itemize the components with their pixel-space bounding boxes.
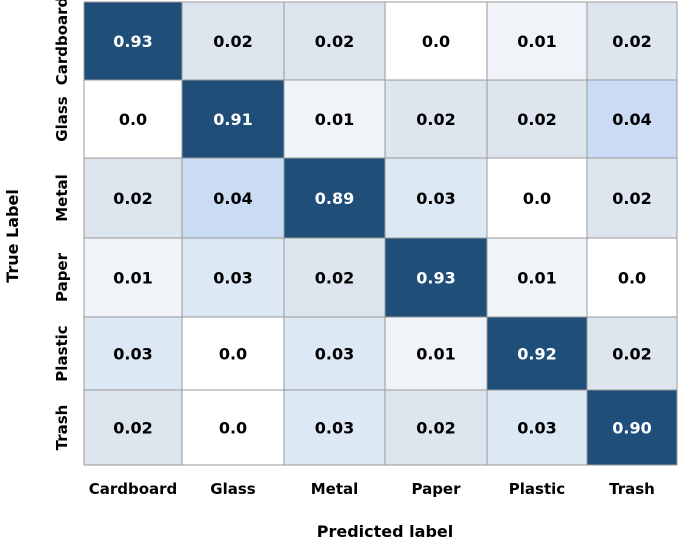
cell-value-label-3-1: 0.03: [213, 269, 252, 288]
cell-value-label-4-2: 0.03: [315, 345, 354, 364]
heatmap-cell-5-5: [586, 389, 678, 466]
heatmap-cell-1-3: [384, 79, 488, 159]
heatmap-cell-4-0: [83, 316, 183, 391]
cell-value-label-2-0: 0.02: [113, 189, 152, 208]
x-tick-label-plastic: Plastic: [509, 480, 565, 498]
heatmap-cell-2-2: [283, 157, 386, 239]
cell-value-label-2-2: 0.89: [315, 189, 354, 208]
y-tick-label-glass: Glass: [53, 96, 71, 142]
y-axis-title: True Label: [3, 189, 22, 283]
cell-value-label-1-2: 0.01: [315, 110, 354, 129]
heatmap-cell-3-1: [181, 237, 285, 318]
cell-value-label-5-4: 0.03: [517, 419, 556, 438]
cell-value-label-5-5: 0.90: [612, 419, 651, 438]
cell-value-label-0-2: 0.02: [315, 32, 354, 51]
heatmap-cell-1-5: [586, 79, 678, 159]
heatmap-cell-4-5: [586, 316, 678, 391]
cell-value-label-2-4: 0.0: [523, 189, 551, 208]
heatmap-cell-0-5: [586, 1, 678, 81]
heatmap-cell-1-1: [181, 79, 285, 159]
heatmap-cell-4-3: [384, 316, 488, 391]
cell-value-label-2-1: 0.04: [213, 189, 252, 208]
cell-value-label-5-1: 0.0: [219, 419, 247, 438]
cell-value-label-4-4: 0.92: [517, 345, 556, 364]
x-tick-label-metal: Metal: [311, 480, 359, 498]
cell-value-label-1-0: 0.0: [119, 110, 147, 129]
heatmap-cells: 0.93 0.02 0.02 0.0 0.01 0.02 0.0 0.91 0.01 0.02 0.…: [83, 1, 678, 466]
cell-value-label-0-1: 0.02: [213, 32, 252, 51]
heatmap-cell-5-4: [486, 389, 588, 466]
cell-value-label-1-5: 0.04: [612, 110, 651, 129]
x-tick-labels: Cardboard Glass Metal Paper Plastic Trash: [89, 480, 655, 498]
cell-value-label-3-3: 0.93: [416, 269, 455, 288]
cell-value-label-4-0: 0.03: [113, 345, 152, 364]
heatmap-cell-2-1: [181, 157, 285, 239]
heatmap-cell-0-1: [181, 1, 285, 81]
heatmap-cell-2-5: [586, 157, 678, 239]
x-tick-label-paper: Paper: [411, 480, 461, 498]
y-tick-label-metal: Metal: [53, 174, 71, 222]
heatmap-cell-3-3: [384, 237, 488, 318]
x-tick-label-glass: Glass: [210, 480, 256, 498]
cell-value-label-3-5: 0.0: [618, 269, 646, 288]
cell-value-label-2-3: 0.03: [416, 189, 455, 208]
x-tick-label-trash: Trash: [609, 480, 655, 498]
heatmap-cell-2-0: [83, 157, 183, 239]
cell-value-label-4-1: 0.0: [219, 345, 247, 364]
heatmap-cell-5-0: [83, 389, 183, 466]
cell-value-label-3-2: 0.02: [315, 269, 354, 288]
cell-value-label-5-0: 0.02: [113, 419, 152, 438]
x-tick-label-cardboard: Cardboard: [89, 480, 178, 498]
y-tick-label-cardboard: Cardboard: [53, 0, 71, 85]
cell-value-label-4-3: 0.01: [416, 345, 455, 364]
cell-value-label-2-5: 0.02: [612, 189, 651, 208]
y-tick-label-plastic: Plastic: [53, 325, 71, 381]
cell-value-label-5-2: 0.03: [315, 419, 354, 438]
cell-value-label-0-0: 0.93: [113, 32, 152, 51]
heatmap-cell-2-3: [384, 157, 488, 239]
heatmap-cell-0-0: [83, 1, 183, 81]
x-axis-title: Predicted label: [317, 522, 453, 541]
heatmap-cell-3-2: [283, 237, 386, 318]
heatmap-cell-3-0: [83, 237, 183, 318]
y-tick-labels: Cardboard Glass Metal Paper Plastic Trash: [53, 0, 71, 450]
cell-value-label-1-3: 0.02: [416, 110, 455, 129]
cell-value-label-1-1: 0.91: [213, 110, 252, 129]
cell-value-label-1-4: 0.02: [517, 110, 556, 129]
heatmap-cell-2-4: [486, 157, 588, 239]
cell-value-label-3-4: 0.01: [517, 269, 556, 288]
heatmap-cell-0-2: [283, 1, 386, 81]
heatmap-cell-4-2: [283, 316, 386, 391]
cell-value-label-0-3: 0.0: [422, 32, 450, 51]
heatmap-cell-4-4: [486, 316, 588, 391]
y-tick-label-paper: Paper: [53, 252, 71, 302]
cell-value-label-4-5: 0.02: [612, 345, 651, 364]
heatmap-cell-5-3: [384, 389, 488, 466]
y-tick-label-trash: Trash: [53, 405, 71, 451]
cell-value-label-5-3: 0.02: [416, 419, 455, 438]
heatmap-cell-3-5: [586, 237, 678, 318]
heatmap-cell-0-3: [384, 1, 488, 81]
cell-value-label-0-4: 0.01: [517, 32, 556, 51]
heatmap-cell-0-4: [486, 1, 588, 81]
heatmap-cell-3-4: [486, 237, 588, 318]
cell-value-label-3-0: 0.01: [113, 269, 152, 288]
cell-value-label-0-5: 0.02: [612, 32, 651, 51]
